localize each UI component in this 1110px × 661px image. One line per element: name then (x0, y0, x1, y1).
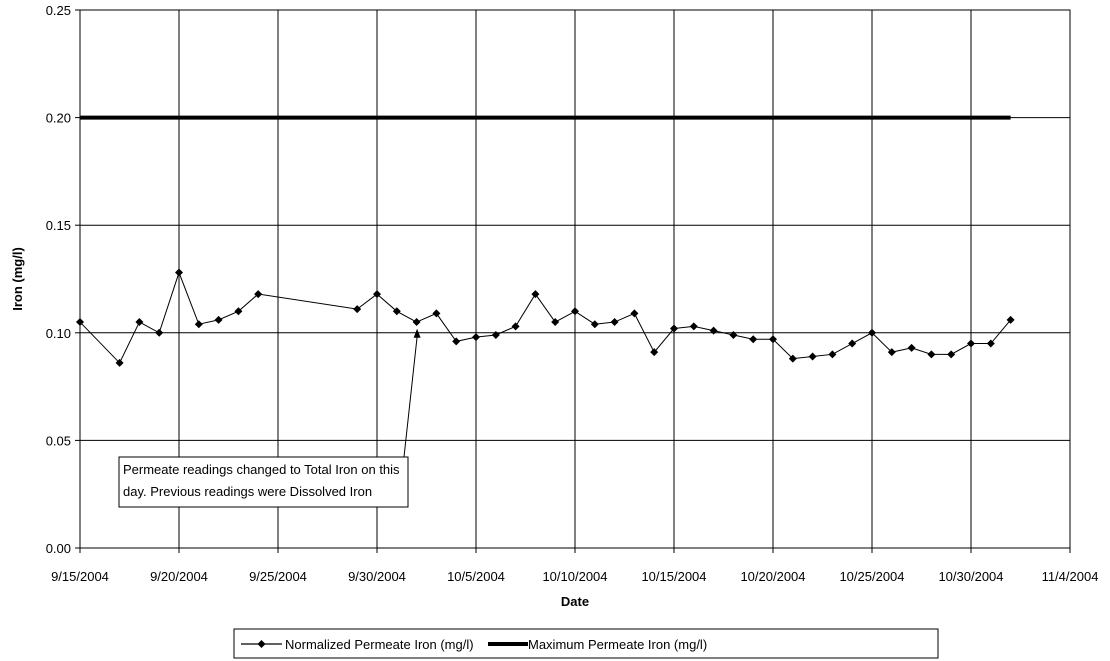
legend-box (233, 628, 939, 659)
data-point-normalized (571, 307, 579, 316)
annotation-arrow (403, 336, 418, 458)
x-tick-label: 9/30/2004 (348, 569, 406, 584)
data-point-normalized (214, 315, 223, 324)
data-point-normalized (115, 358, 124, 367)
data-point-normalized (472, 333, 480, 342)
y-tick-label: 0.20 (46, 111, 71, 126)
series-normalized-permeate-iron (76, 268, 1015, 367)
data-point-normalized (590, 320, 599, 329)
x-tick-label: 10/5/2004 (447, 569, 505, 584)
data-point-normalized (986, 339, 995, 348)
data-point-normalized (967, 339, 975, 348)
data-point-normalized (175, 268, 183, 277)
legend-marker-normalized (257, 640, 266, 648)
data-point-normalized (769, 335, 777, 344)
legend-label-normalized: Normalized Permeate Iron (mg/l) (285, 637, 474, 652)
data-point-normalized (531, 290, 540, 299)
x-tick-label: 10/20/2004 (740, 569, 805, 584)
data-point-normalized (491, 330, 500, 339)
data-point-normalized (392, 307, 401, 316)
x-tick-label: 10/15/2004 (641, 569, 706, 584)
data-point-normalized (947, 350, 956, 359)
data-point-normalized (76, 318, 84, 327)
annotation-line-1: Permeate readings changed to Total Iron … (123, 462, 400, 477)
data-point-normalized (749, 335, 758, 344)
data-point-normalized (927, 350, 936, 359)
data-point-normalized (234, 307, 243, 316)
data-point-normalized (729, 330, 738, 339)
y-tick-label: 0.25 (46, 3, 71, 18)
data-point-normalized (788, 354, 797, 363)
legend: Normalized Permeate Iron (mg/l) Maximum … (233, 628, 939, 659)
data-point-normalized (412, 318, 421, 327)
gridlines (80, 10, 1070, 548)
data-point-normalized (353, 305, 362, 314)
data-point-normalized (709, 326, 718, 335)
data-point-normalized (610, 318, 619, 327)
legend-label-maximum: Maximum Permeate Iron (mg/l) (528, 637, 707, 652)
data-point-normalized (808, 352, 817, 361)
data-point-normalized (373, 290, 381, 299)
data-point-normalized (887, 348, 896, 357)
data-point-normalized (650, 348, 659, 357)
y-tick-label: 0.10 (46, 326, 71, 341)
data-point-normalized (254, 290, 263, 299)
x-tick-label: 10/10/2004 (542, 569, 607, 584)
x-axis-ticks: 9/15/2004 9/20/2004 9/25/2004 9/30/2004 10/5… (51, 548, 1098, 584)
x-tick-label: 11/4/2004 (1042, 569, 1099, 584)
y-tick-label: 0.05 (46, 433, 71, 448)
data-point-normalized (670, 324, 678, 333)
annotation-arrowhead (413, 328, 421, 338)
data-point-normalized (848, 339, 857, 348)
data-point-normalized (194, 320, 203, 329)
data-point-normalized (155, 328, 164, 337)
x-tick-label: 10/25/2004 (839, 569, 904, 584)
x-tick-label: 9/20/2004 (150, 569, 208, 584)
x-axis-title: Date (561, 594, 589, 609)
annotation-box (118, 456, 409, 508)
annotation: Permeate readings changed to Total Iron … (118, 328, 421, 508)
x-tick-label: 10/30/2004 (938, 569, 1003, 584)
data-point-normalized (432, 309, 441, 318)
y-tick-label: 0.00 (46, 541, 71, 556)
data-point-normalized (828, 350, 837, 359)
x-tick-label: 9/15/2004 (51, 569, 109, 584)
y-axis-title: Iron (mg/l) (10, 247, 25, 311)
data-point-normalized (551, 318, 560, 327)
data-point-normalized (868, 328, 876, 337)
x-tick-label: 9/25/2004 (249, 569, 307, 584)
data-point-normalized (511, 322, 520, 331)
data-point-normalized (630, 309, 639, 318)
data-point-normalized (907, 343, 916, 352)
y-axis-ticks: 0.00 0.05 0.10 0.15 0.20 0.25 (46, 3, 80, 556)
data-point-normalized (452, 337, 461, 346)
y-tick-label: 0.15 (46, 218, 71, 233)
data-point-normalized (135, 318, 144, 327)
data-point-normalized (689, 322, 698, 331)
data-point-normalized (1006, 315, 1015, 324)
annotation-line-2: day. Previous readings were Dissolved Ir… (123, 484, 372, 499)
